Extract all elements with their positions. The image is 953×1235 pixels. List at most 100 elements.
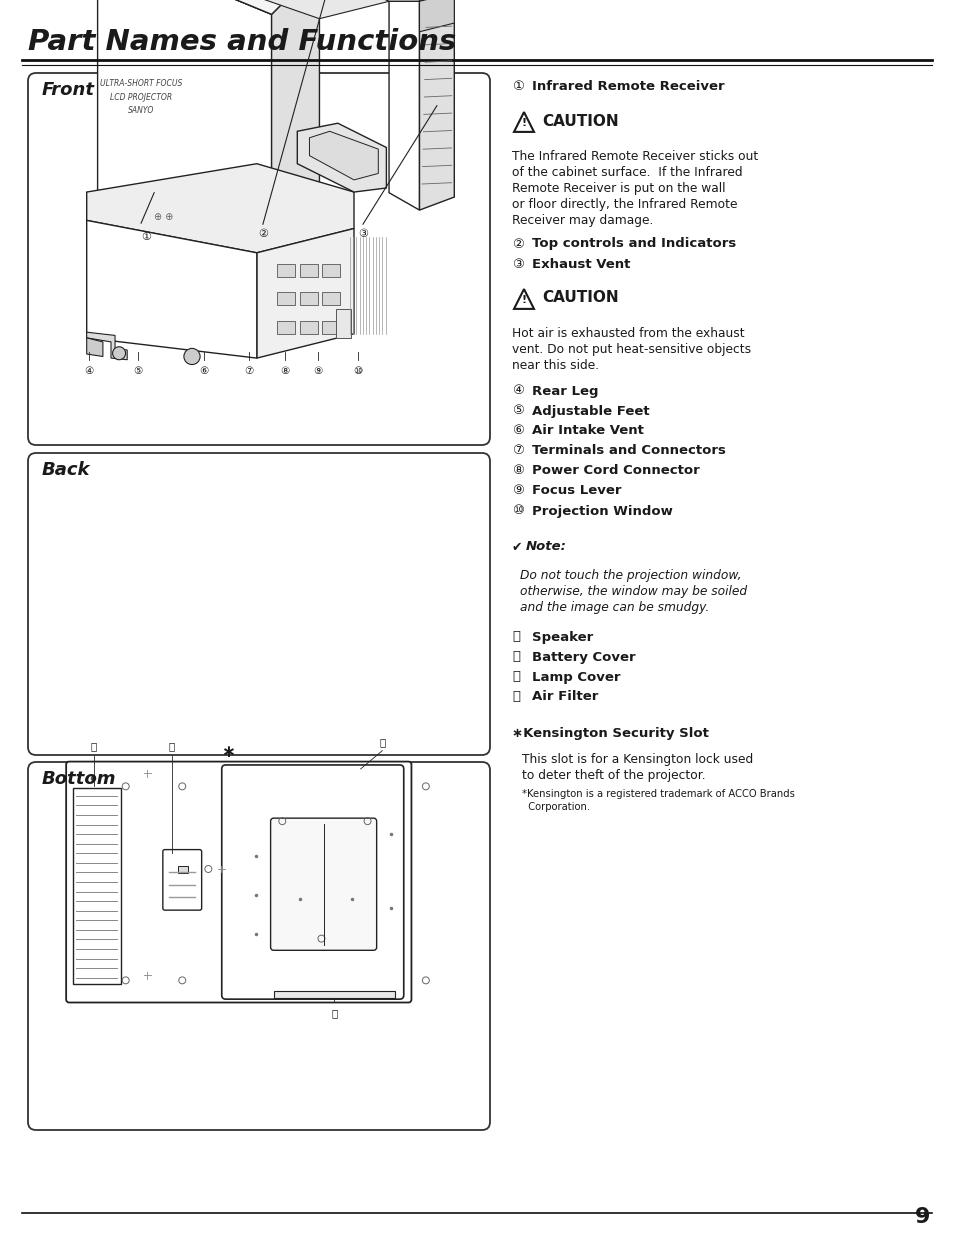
Text: ③: ③ xyxy=(357,230,368,240)
Polygon shape xyxy=(97,0,419,15)
Polygon shape xyxy=(256,228,354,358)
Text: of the cabinet surface.  If the Infrared: of the cabinet surface. If the Infrared xyxy=(512,165,741,179)
Polygon shape xyxy=(87,164,354,253)
Text: ⑪: ⑪ xyxy=(91,741,96,752)
Polygon shape xyxy=(87,338,103,357)
Bar xyxy=(276,321,294,333)
Text: to deter theft of the projector.: to deter theft of the projector. xyxy=(521,769,705,782)
Text: Air Filter: Air Filter xyxy=(532,690,598,704)
Text: Bottom: Bottom xyxy=(42,769,116,788)
Text: Back: Back xyxy=(42,461,91,479)
Text: Remote Receiver is put on the wall: Remote Receiver is put on the wall xyxy=(512,182,724,195)
Polygon shape xyxy=(272,0,319,224)
Text: !: ! xyxy=(521,295,526,305)
Text: Battery Cover: Battery Cover xyxy=(532,651,635,663)
Text: Speaker: Speaker xyxy=(532,631,593,643)
Text: vent. Do not put heat-sensitive objects: vent. Do not put heat-sensitive objects xyxy=(512,343,750,356)
Text: ②: ② xyxy=(257,230,268,240)
Text: Hot air is exhausted from the exhaust: Hot air is exhausted from the exhaust xyxy=(512,327,744,340)
Polygon shape xyxy=(197,0,411,19)
Text: ④: ④ xyxy=(512,384,523,398)
Text: ⑤: ⑤ xyxy=(133,367,142,377)
Text: otherwise, the window may be soiled: otherwise, the window may be soiled xyxy=(519,585,746,598)
Bar xyxy=(322,264,340,277)
Text: ⑩: ⑩ xyxy=(353,367,362,377)
Text: ⑫: ⑫ xyxy=(512,651,519,663)
Polygon shape xyxy=(97,0,319,15)
Bar xyxy=(276,264,294,277)
Text: Receiver may damage.: Receiver may damage. xyxy=(512,214,653,227)
Polygon shape xyxy=(389,1,419,210)
Text: Adjustable Feet: Adjustable Feet xyxy=(532,405,649,417)
Text: ⑭: ⑭ xyxy=(331,1008,337,1018)
Circle shape xyxy=(184,348,200,364)
Text: ①: ① xyxy=(512,80,523,94)
Text: ⑭: ⑭ xyxy=(512,690,519,704)
Polygon shape xyxy=(297,124,386,193)
Text: Rear Leg: Rear Leg xyxy=(532,384,598,398)
Text: Air Intake Vent: Air Intake Vent xyxy=(532,425,643,437)
Bar xyxy=(322,321,340,333)
Text: Do not touch the projection window,: Do not touch the projection window, xyxy=(519,569,740,582)
Bar xyxy=(299,264,317,277)
Text: near this side.: near this side. xyxy=(512,359,598,372)
Text: ④: ④ xyxy=(85,367,93,377)
Text: or floor directly, the Infrared Remote: or floor directly, the Infrared Remote xyxy=(512,198,737,211)
Text: ①: ① xyxy=(141,232,151,242)
Text: ⑥: ⑥ xyxy=(199,367,209,377)
Bar xyxy=(274,990,395,998)
Text: ⑫: ⑫ xyxy=(169,741,174,752)
Text: ⑤: ⑤ xyxy=(512,405,523,417)
Text: and the image can be smudgy.: and the image can be smudgy. xyxy=(519,601,708,614)
Text: Lamp Cover: Lamp Cover xyxy=(532,671,619,683)
FancyBboxPatch shape xyxy=(66,762,411,1003)
Text: ⑩: ⑩ xyxy=(512,505,523,517)
Text: ⑬: ⑬ xyxy=(512,671,519,683)
FancyBboxPatch shape xyxy=(271,818,376,950)
Text: ⊕ ⊕: ⊕ ⊕ xyxy=(153,212,173,222)
Text: Part Names and Functions: Part Names and Functions xyxy=(28,28,456,56)
FancyBboxPatch shape xyxy=(28,762,490,1130)
Text: !: ! xyxy=(521,117,526,128)
Text: ⑨: ⑨ xyxy=(313,367,322,377)
Text: Top controls and Indicators: Top controls and Indicators xyxy=(532,237,736,251)
Text: ∗: ∗ xyxy=(221,742,235,761)
Bar xyxy=(177,867,188,873)
Text: ⑥: ⑥ xyxy=(512,425,523,437)
Text: Focus Lever: Focus Lever xyxy=(532,484,620,498)
Circle shape xyxy=(112,347,126,359)
Text: ⑧: ⑧ xyxy=(280,367,290,377)
Polygon shape xyxy=(309,131,378,180)
Text: ⑦: ⑦ xyxy=(244,367,253,377)
Text: Terminals and Connectors: Terminals and Connectors xyxy=(532,445,725,457)
Text: ∗Kensington Security Slot: ∗Kensington Security Slot xyxy=(512,726,708,740)
Text: Front: Front xyxy=(42,82,95,99)
Text: *Kensington is a registered trademark of ACCO Brands: *Kensington is a registered trademark of… xyxy=(521,789,794,799)
Bar xyxy=(73,788,121,984)
Bar xyxy=(299,321,317,333)
Text: ⑨: ⑨ xyxy=(512,484,523,498)
Text: CAUTION: CAUTION xyxy=(541,114,618,128)
Bar xyxy=(322,293,340,305)
Text: 9: 9 xyxy=(914,1207,929,1228)
FancyBboxPatch shape xyxy=(221,764,403,999)
Text: Projection Window: Projection Window xyxy=(532,505,672,517)
Polygon shape xyxy=(87,220,256,358)
Text: ✔: ✔ xyxy=(512,541,522,553)
Text: ⑪: ⑪ xyxy=(512,631,519,643)
Text: ULTRA-SHORT FOCUS
LCD PROJECTOR
SANYO: ULTRA-SHORT FOCUS LCD PROJECTOR SANYO xyxy=(100,79,182,115)
Text: ⑧: ⑧ xyxy=(512,464,523,478)
Text: Infrared Remote Receiver: Infrared Remote Receiver xyxy=(532,80,724,94)
Text: ⑦: ⑦ xyxy=(512,445,523,457)
Polygon shape xyxy=(97,0,272,224)
Polygon shape xyxy=(419,0,454,32)
FancyBboxPatch shape xyxy=(28,453,490,755)
Text: ⑬: ⑬ xyxy=(379,737,385,747)
Text: Corporation.: Corporation. xyxy=(521,802,590,811)
FancyBboxPatch shape xyxy=(163,850,201,910)
Bar xyxy=(299,293,317,305)
Polygon shape xyxy=(419,0,454,210)
Text: Note:: Note: xyxy=(525,541,566,553)
Text: ②: ② xyxy=(512,237,523,251)
Text: ③: ③ xyxy=(512,258,523,270)
